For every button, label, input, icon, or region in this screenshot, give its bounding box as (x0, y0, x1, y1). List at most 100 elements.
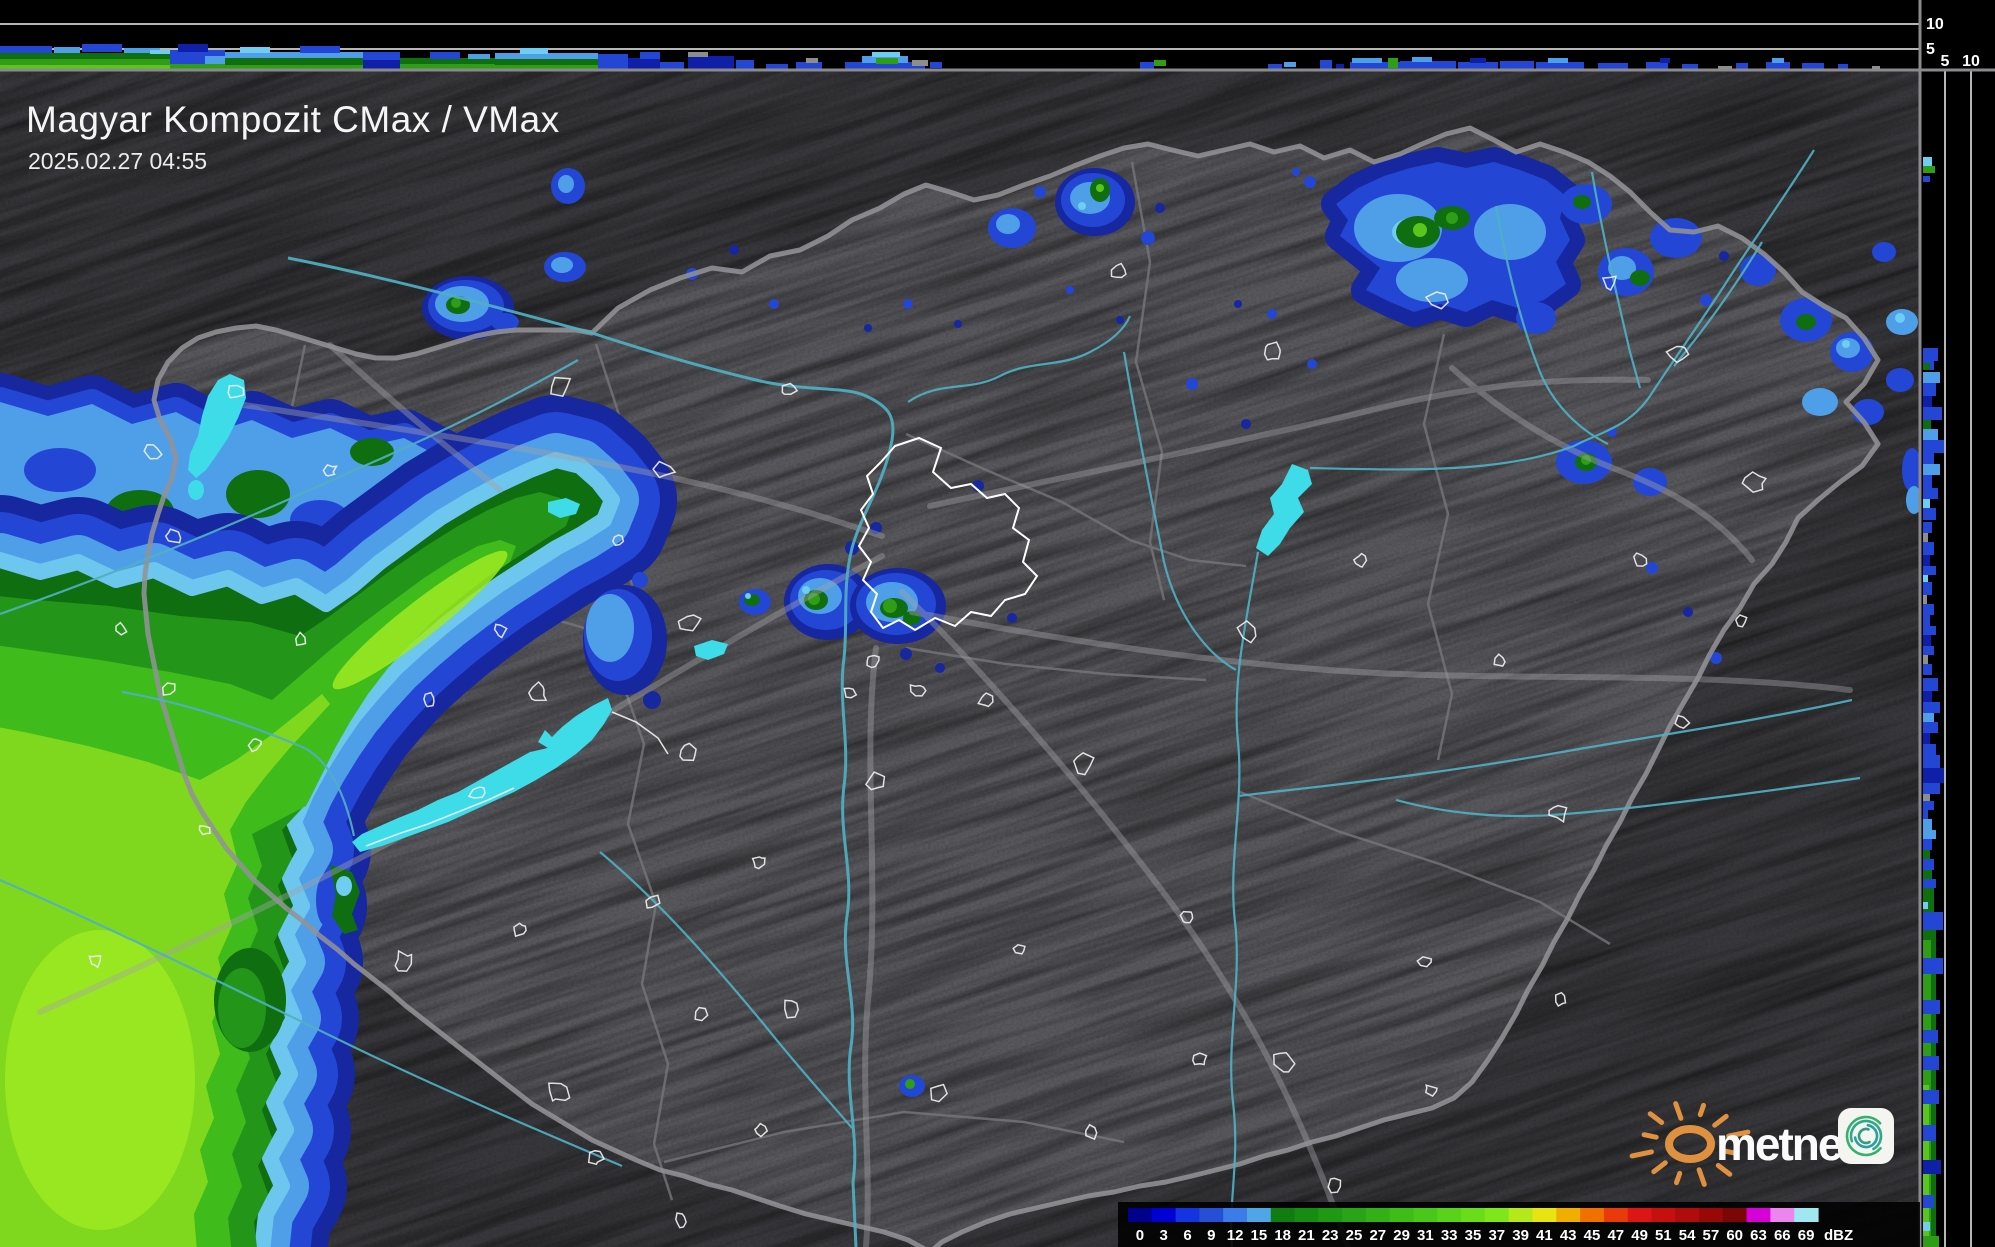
app-spiral-icon (1838, 1108, 1894, 1164)
right-strip-echo (1923, 902, 1928, 909)
town-outline (1424, 291, 1449, 310)
brand-name: metnet (1716, 1118, 1856, 1170)
legend-label: 51 (1655, 1227, 1672, 1244)
sun-icon (1629, 1101, 1751, 1187)
town-outline (909, 684, 927, 697)
rivers (0, 149, 1861, 1247)
town-outline (467, 786, 486, 799)
right-strip-echo (1923, 850, 1930, 859)
legend-label: 35 (1465, 1227, 1482, 1244)
top-strip-echo (150, 50, 170, 54)
top-strip-echo (363, 60, 400, 70)
legend: 0 3 6 9 12 15 18 21 23 25 27 29 31 33 35 37 39 41 43 45 47 49… (1118, 1202, 1920, 1247)
top-strip-echo (0, 46, 52, 53)
river-tisza-upper (1309, 149, 1815, 471)
legend-label: 3 (1160, 1227, 1168, 1244)
town-outline (1110, 262, 1127, 279)
legend-swatch (1627, 1208, 1653, 1222)
top-strip-echo (640, 52, 660, 59)
town-outline (1632, 552, 1648, 567)
sun-ray-icon (1715, 1163, 1733, 1177)
top-strip-echo (0, 59, 170, 65)
legend-label: 37 (1488, 1227, 1505, 1244)
legend-label: 63 (1750, 1227, 1767, 1244)
legend-label: 57 (1703, 1227, 1720, 1244)
legend-label: 23 (1322, 1227, 1339, 1244)
top-strip-echo (225, 65, 363, 71)
lake-velence (694, 640, 728, 660)
legend-swatch (1389, 1208, 1415, 1222)
legend-swatch (1722, 1208, 1748, 1222)
top-strip-echo (1772, 58, 1784, 63)
right-strip-echo (1923, 508, 1936, 520)
legend-swatch (1770, 1208, 1795, 1222)
town-outline (864, 771, 886, 791)
right-strip-echo (1923, 372, 1940, 383)
town-outline (295, 631, 307, 647)
town-outline (677, 614, 702, 632)
town-outline (1085, 1123, 1098, 1141)
top-cross-section (0, 0, 1920, 71)
timestamp: 2025.02.27 04:55 (28, 148, 207, 174)
right-strip-echo (1923, 453, 1934, 464)
sun-ray-icon (1641, 1132, 1659, 1140)
town-outline (1192, 1052, 1208, 1066)
right-strip-echo (1923, 176, 1930, 182)
top-strip-echo (876, 58, 898, 64)
right-strip-echo (1923, 1030, 1938, 1043)
right-strip-echo (1923, 440, 1944, 453)
top-strip-echo (495, 53, 598, 59)
right-strip-echo (1923, 733, 1930, 744)
right-strip-echo (1923, 566, 1936, 575)
legend-label: 21 (1298, 1227, 1315, 1244)
top-strip-echo (1660, 58, 1670, 63)
right-strip-echo (1923, 859, 1934, 870)
top-strip-echo (660, 62, 684, 70)
river-danube (287, 256, 895, 1247)
corner-axis-panel: 10 5 5 10 (1921, 0, 1995, 70)
right-strip-echo (1923, 722, 1938, 733)
legend-label: 43 (1560, 1227, 1577, 1244)
right-strip-echo (1923, 575, 1928, 582)
top-strip-echo (1682, 64, 1698, 70)
sun-ray-icon (1673, 1101, 1684, 1121)
right-strip-echo (1923, 1090, 1939, 1104)
lakes (188, 374, 1312, 852)
lake-balaton (352, 698, 612, 852)
top-strip-echo (1284, 62, 1296, 67)
top-strip-echo (736, 60, 754, 70)
top-strip-echo (930, 62, 942, 68)
right-strip-echo (1923, 363, 1930, 370)
right-strip-echo (1923, 646, 1934, 655)
town-outline (550, 376, 572, 398)
town-outline (1179, 910, 1194, 924)
legend-swatch (1413, 1208, 1438, 1222)
legend-label: 39 (1512, 1227, 1529, 1244)
town-outline (1236, 619, 1257, 644)
town-outline (198, 825, 211, 836)
right-strip-echo (1923, 157, 1932, 166)
right-strip-echo (1923, 635, 1931, 646)
right-strip-echo (1923, 713, 1934, 722)
sun-center-icon (1665, 1125, 1715, 1163)
town-outline (1327, 1177, 1342, 1194)
top-strip-echo (430, 52, 460, 59)
legend-label: 0 (1136, 1227, 1144, 1244)
town-outline (781, 382, 799, 395)
right-strip-echo (1923, 839, 1932, 850)
town-outline (115, 621, 128, 636)
right-strip-echo (1923, 744, 1936, 755)
town-outline (866, 654, 880, 669)
town-outline (1548, 804, 1568, 823)
right-strip-echo (1923, 1125, 1936, 1141)
right-strip-echo (1923, 1160, 1941, 1174)
right-strip-echo (1923, 755, 1940, 768)
top-strip-echo (628, 58, 660, 70)
hungary-border (141, 125, 1881, 1247)
legend-label: 66 (1774, 1227, 1791, 1244)
town-outline (394, 949, 413, 972)
top-strip-echo (1140, 62, 1154, 69)
top-strip-echo (1872, 66, 1880, 70)
